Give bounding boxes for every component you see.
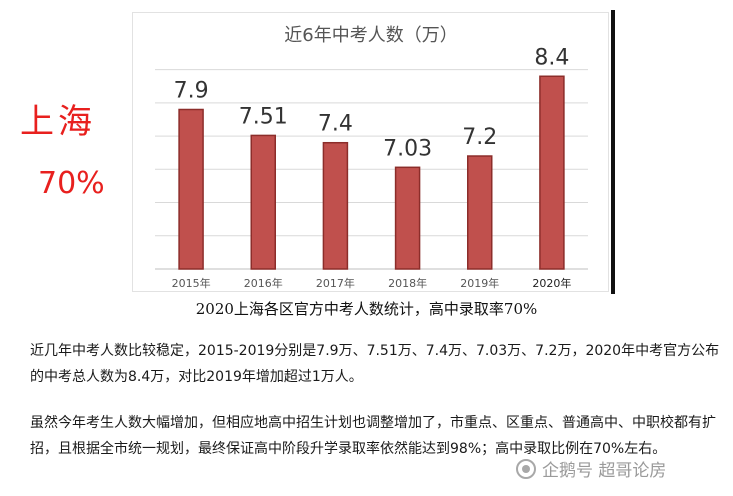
x-tick-2018年: 2018年 — [388, 276, 427, 290]
value-label-2015年: 7.9 — [174, 78, 209, 103]
bar-2019年 — [467, 155, 493, 270]
bars — [178, 75, 565, 270]
bar-2018年 — [394, 166, 421, 270]
value-label-2020年: 8.4 — [534, 45, 569, 70]
chart-border-edge — [611, 10, 615, 294]
value-label-2019年: 7.2 — [462, 125, 497, 150]
x-tick-2016年: 2016年 — [244, 276, 283, 290]
side-rate-label: 70% — [38, 166, 105, 201]
side-city-label: 上海 — [20, 102, 96, 142]
chart-caption: 2020上海各区官方中考人数统计，高中录取率70% — [195, 300, 538, 318]
penguin-icon — [516, 458, 536, 479]
value-label-2018年: 7.03 — [383, 136, 432, 161]
bar-2015年 — [178, 108, 204, 270]
chart-title: 近6年中考人数（万） — [284, 25, 457, 46]
x-tick-labels: 2015年 2016年 2017年 2018年 2019年 2020年 — [172, 276, 572, 290]
x-tick-2020年: 2020年 — [532, 276, 571, 290]
chart-container: 近6年中考人数（万） 7.9 7.51 7.4 7.03 7.2 8.4 2015年 201… — [132, 12, 609, 292]
bar-2020年 — [539, 75, 565, 270]
gridlines — [155, 69, 588, 270]
paragraph-1: 近几年中考人数比较稳定，2015-2019分别是7.9万、7.51万、7.4万、… — [30, 343, 720, 385]
watermark-text: 企鹅号 超哥论房 — [542, 461, 667, 481]
value-labels: 7.9 7.51 7.4 7.03 7.2 8.4 — [174, 45, 570, 161]
watermark: 企鹅号 超哥论房 — [516, 456, 666, 481]
paragraph-2: 虽然今年考生人数大幅增加，但相应地高中招生计划也调整增加了，市重点、区重点、普通… — [30, 415, 716, 457]
x-tick-2015年: 2015年 — [172, 276, 211, 290]
bar-2016年 — [250, 134, 276, 270]
x-tick-2019年: 2019年 — [460, 276, 499, 290]
bar-chart: 近6年中考人数（万） 7.97.51 7.47.03 7.28.4 2015年 201… — [155, 25, 588, 290]
value-label-2016年: 7.51 — [239, 104, 288, 129]
value-label-2017年: 7.4 — [318, 112, 353, 137]
x-tick-2017年: 2017年 — [316, 276, 355, 290]
bar-2017年 — [322, 141, 349, 270]
